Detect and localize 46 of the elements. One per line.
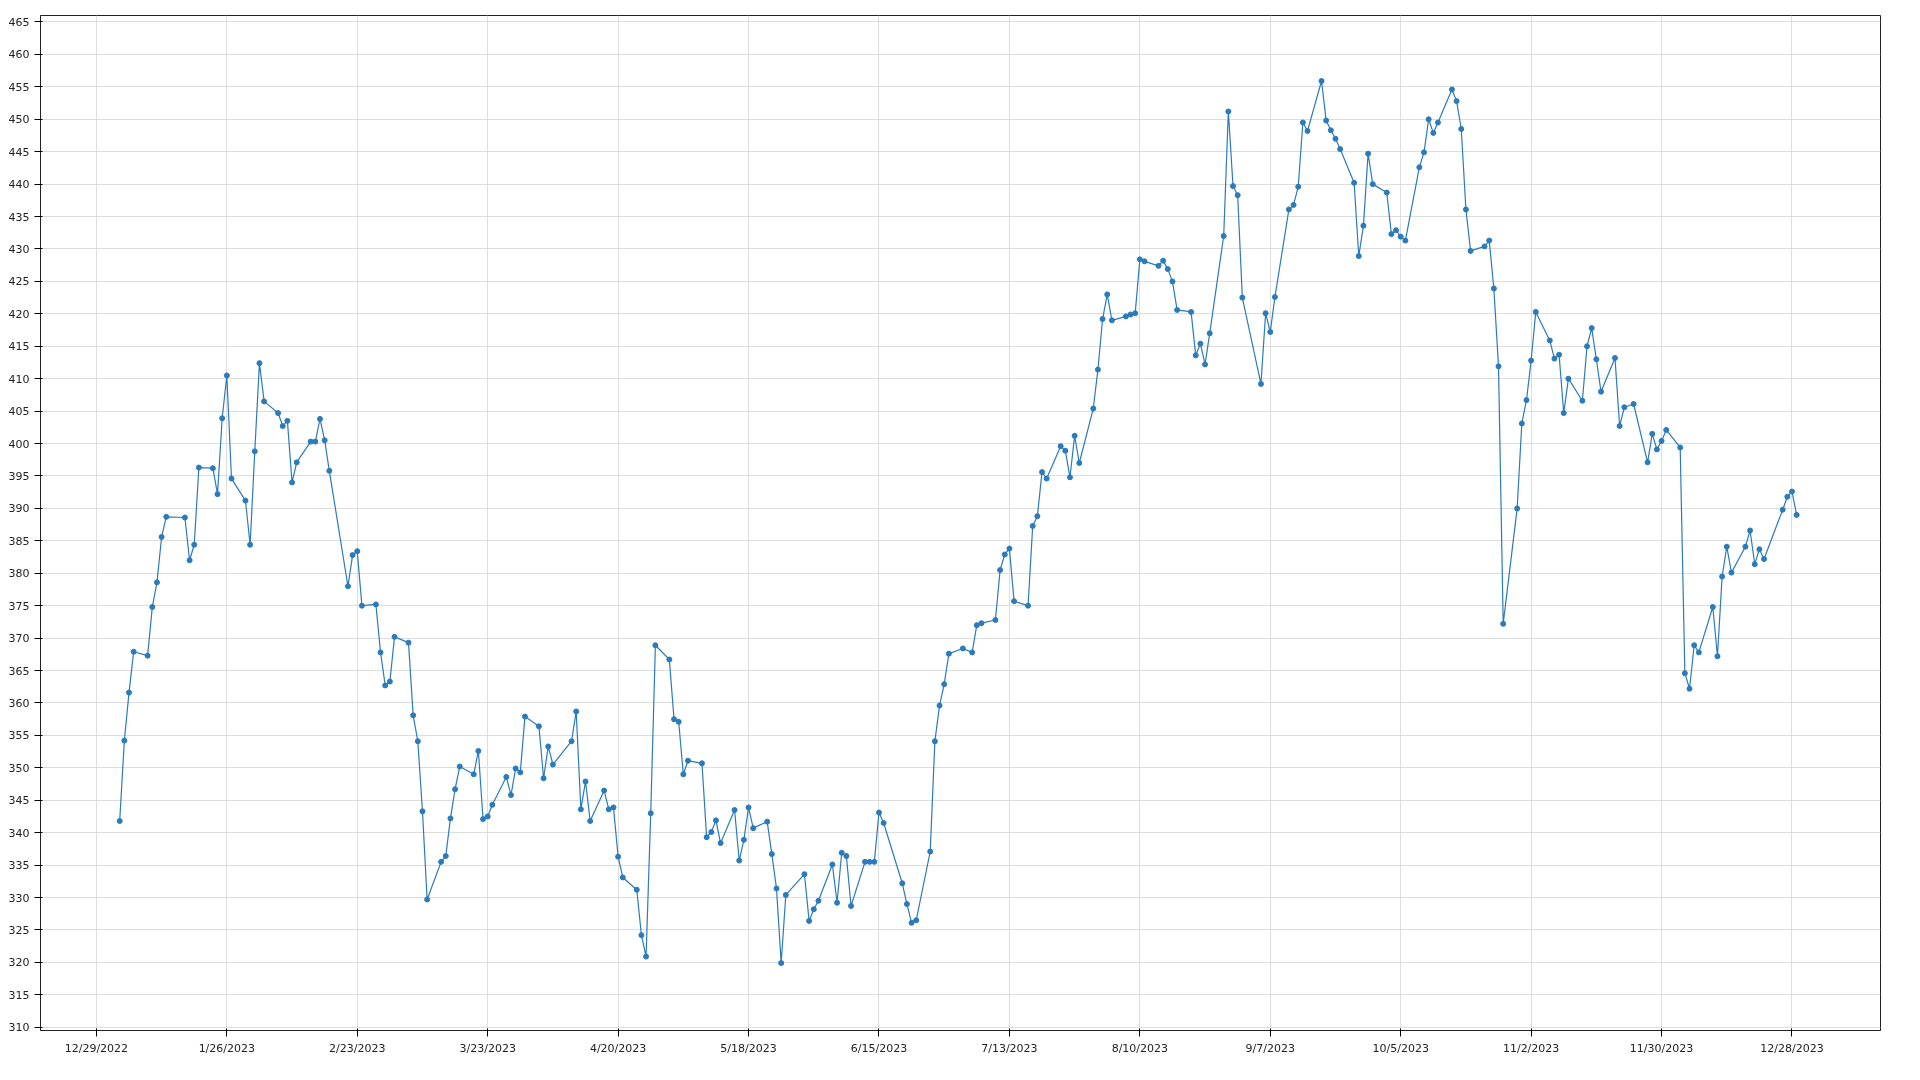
y-tick-label: 440 xyxy=(8,178,30,192)
y-tick-label: 360 xyxy=(8,696,30,710)
x-tick-label: 3/23/2023 xyxy=(459,1041,516,1055)
y-tick-label: 375 xyxy=(8,599,30,613)
x-tick-label: 11/30/2023 xyxy=(1629,1041,1694,1055)
x-tick-label: 2/23/2023 xyxy=(329,1041,386,1055)
y-tick-label: 435 xyxy=(8,210,30,224)
x-tick-label: 12/29/2022 xyxy=(64,1041,129,1055)
y-tick-label: 410 xyxy=(8,372,30,386)
x-tick-label: 5/18/2023 xyxy=(720,1041,777,1055)
y-tick-label: 460 xyxy=(8,48,30,62)
x-tick-label: 4/20/2023 xyxy=(589,1041,647,1055)
x-tick-label: 12/28/2023 xyxy=(1760,1041,1824,1055)
y-tick-label: 320 xyxy=(8,956,30,970)
y-tick-label: 385 xyxy=(8,534,30,548)
y-tick-label: 445 xyxy=(8,145,30,159)
y-tick-label: 315 xyxy=(8,988,30,1002)
y-tick-label: 430 xyxy=(8,242,30,256)
y-tick-label: 420 xyxy=(8,307,30,321)
y-tick-label: 355 xyxy=(8,729,30,743)
y-tick-label: 335 xyxy=(8,859,30,873)
y-tick-label: 390 xyxy=(8,502,30,516)
y-tick-label: 455 xyxy=(8,80,30,94)
y-tick-label: 330 xyxy=(8,891,30,905)
y-tick-label: 395 xyxy=(8,469,30,483)
x-tick-label: 9/7/2023 xyxy=(1245,1041,1295,1055)
y-tick-label: 325 xyxy=(8,923,30,937)
y-tick-label: 465 xyxy=(8,15,30,29)
x-tick-label: 10/5/2023 xyxy=(1372,1041,1429,1055)
x-tick-label: 6/15/2023 xyxy=(850,1041,908,1055)
x-tick-label: 7/13/2023 xyxy=(981,1041,1038,1055)
x-tick-label: 11/2/2023 xyxy=(1502,1041,1560,1055)
y-tick-label: 345 xyxy=(8,794,30,808)
y-tick-label: 310 xyxy=(8,1021,30,1035)
x-tick-label: 1/26/2023 xyxy=(198,1041,256,1055)
y-tick-label: 400 xyxy=(8,437,30,451)
y-tick-label: 350 xyxy=(8,761,30,775)
y-tick-label: 370 xyxy=(8,632,30,646)
y-tick-label: 405 xyxy=(8,405,30,419)
y-tick-label: 380 xyxy=(8,567,30,581)
y-tick-label: 425 xyxy=(8,275,30,289)
y-tick-label: 450 xyxy=(8,113,30,127)
x-tick-label: 8/10/2023 xyxy=(1111,1041,1169,1055)
y-tick-label: 365 xyxy=(8,664,30,678)
y-tick-label: 340 xyxy=(8,826,30,840)
y-tick-label: 415 xyxy=(8,340,30,354)
